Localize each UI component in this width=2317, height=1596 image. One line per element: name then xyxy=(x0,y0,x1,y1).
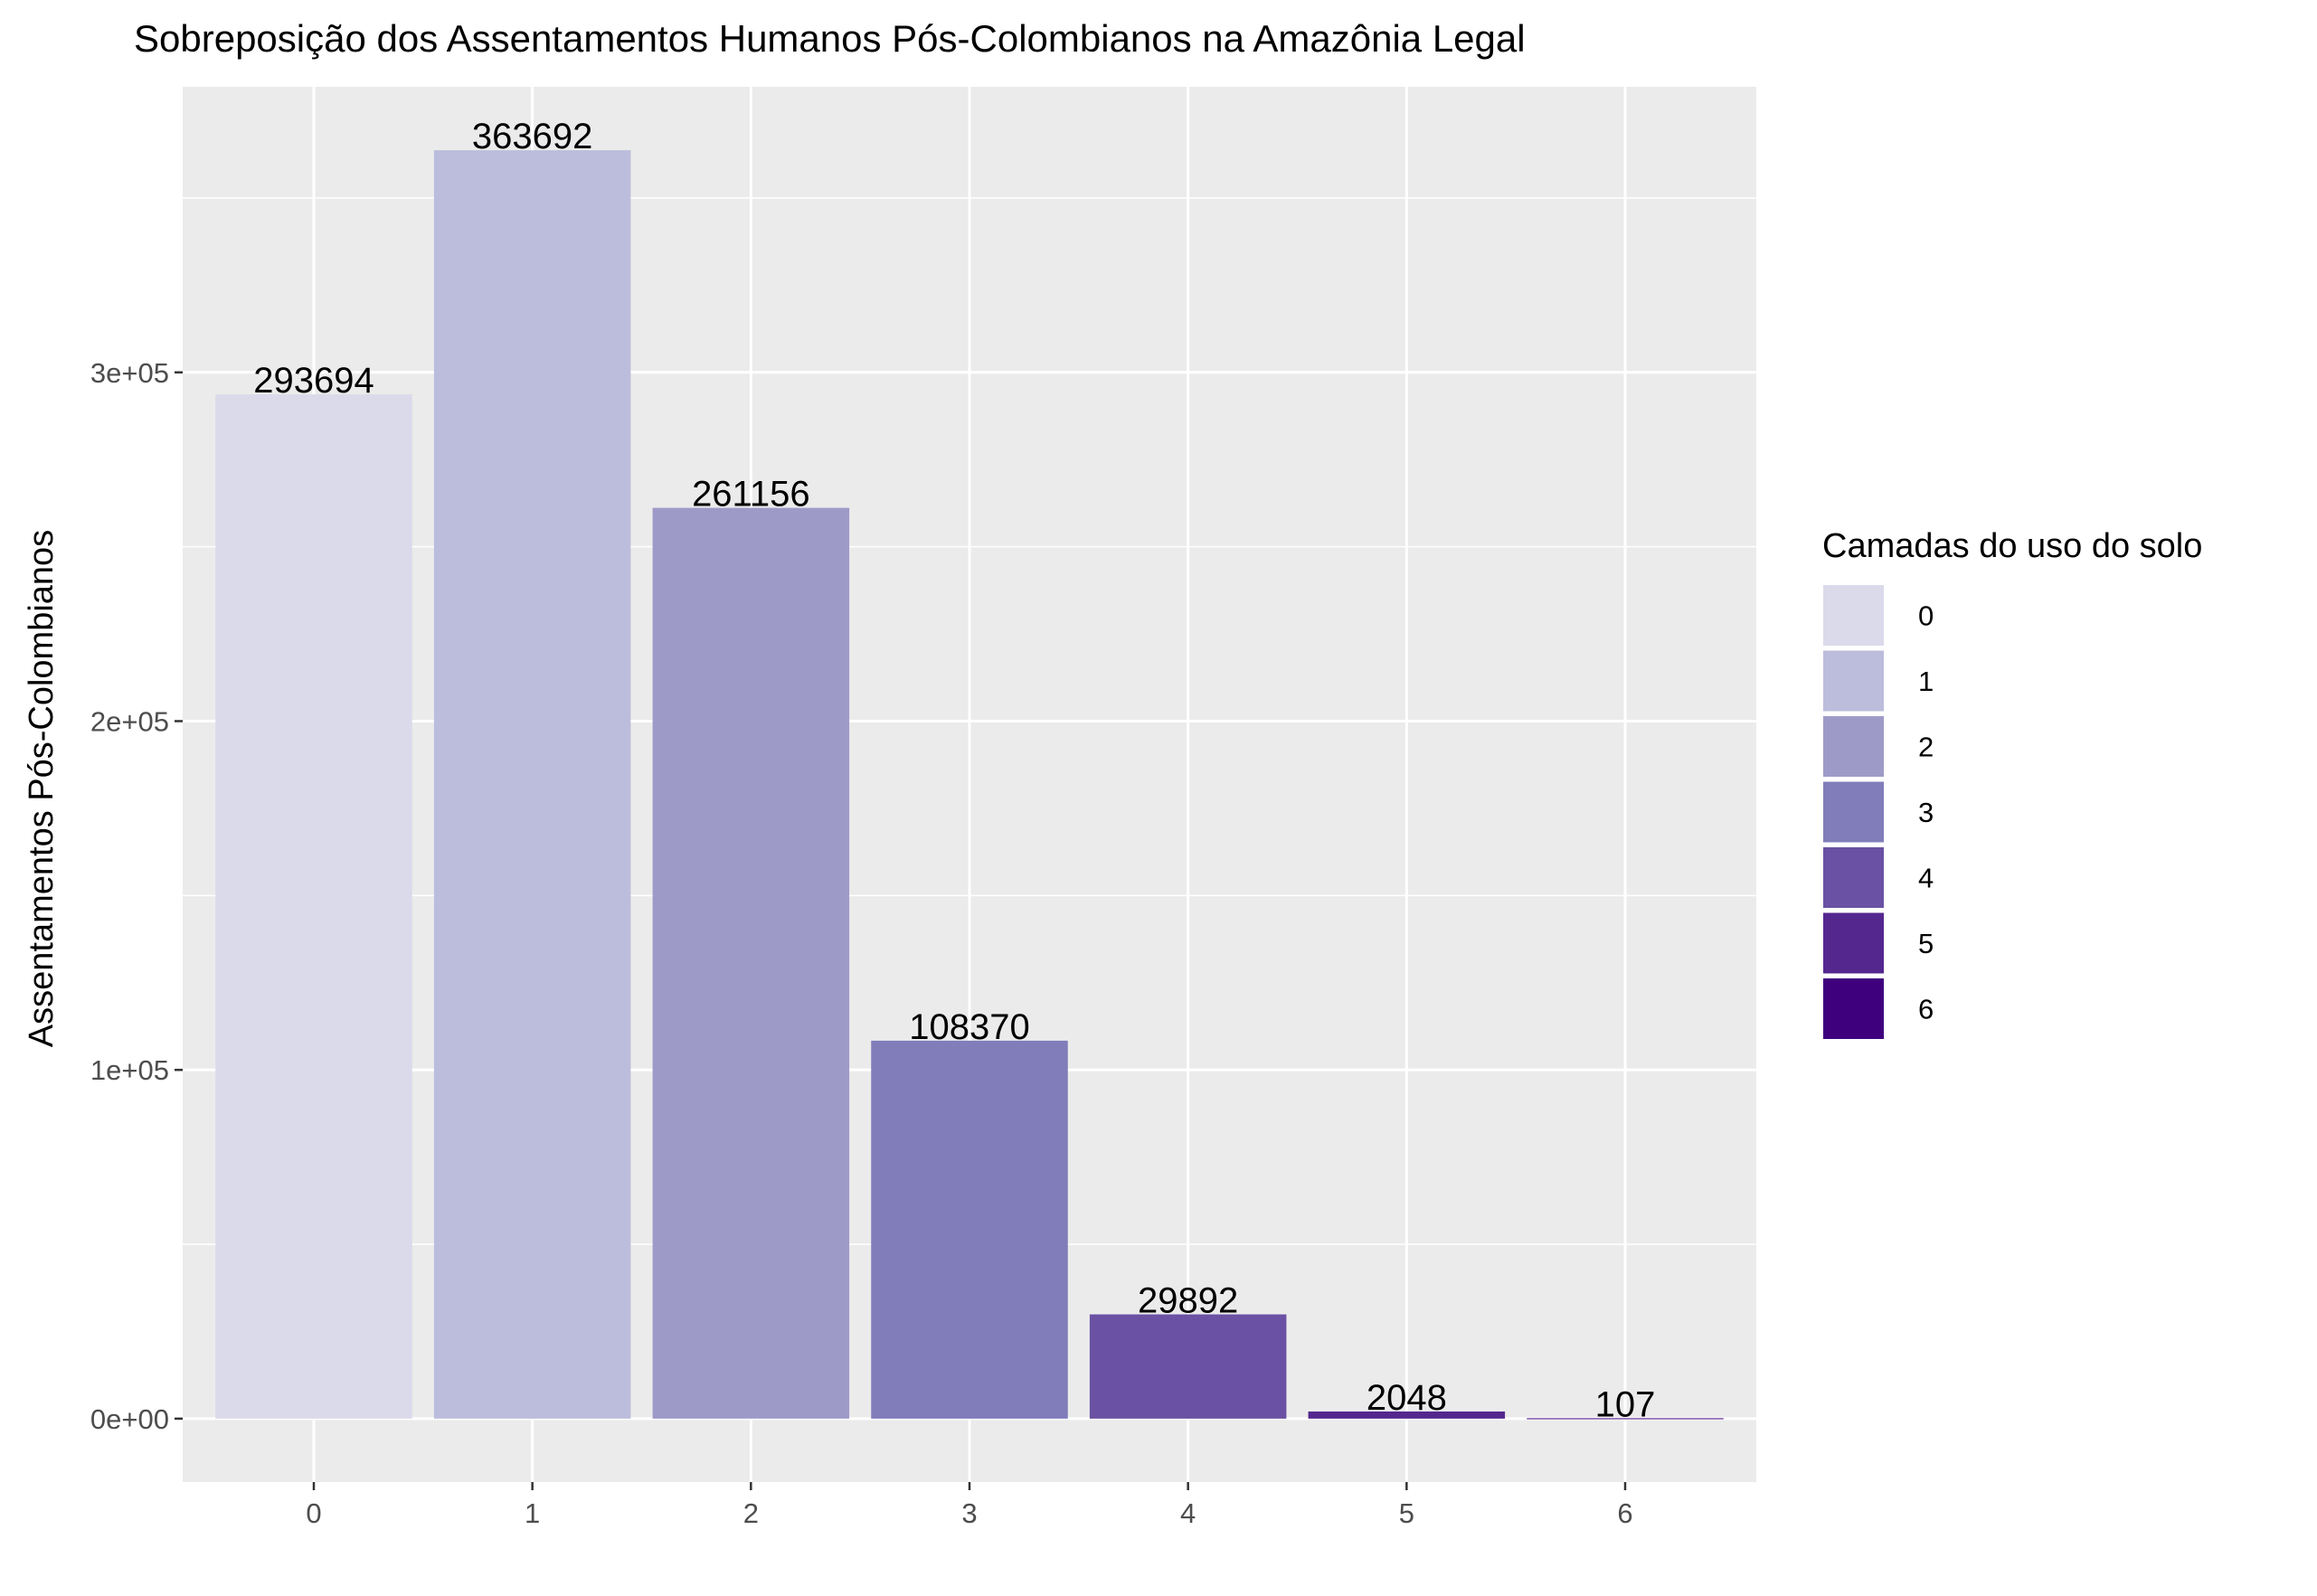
bar xyxy=(652,507,850,1419)
y-tick-label: 3e+05 xyxy=(90,357,169,389)
legend-key xyxy=(1821,583,1886,647)
legend-key xyxy=(1821,845,1886,910)
x-tick-label: 6 xyxy=(1617,1497,1632,1529)
y-axis: 0e+00 1e+05 2e+05 3e+05 xyxy=(90,357,183,1435)
data-label: 29892 xyxy=(1138,1281,1238,1321)
x-axis: 0 1 2 3 4 5 6 xyxy=(306,1482,1633,1529)
x-tick-label: 3 xyxy=(961,1497,977,1529)
legend-items: 0 1 2 3 4 5 6 xyxy=(1821,583,1934,1041)
x-tick-label: 0 xyxy=(306,1497,321,1529)
bar xyxy=(215,394,412,1419)
data-label: 108370 xyxy=(909,1007,1029,1047)
bar xyxy=(1527,1418,1724,1420)
legend-key xyxy=(1821,977,1886,1041)
legend-title: Camadas do uso do solo xyxy=(1822,527,2202,565)
bar xyxy=(1308,1411,1506,1419)
y-tick-label: 2e+05 xyxy=(90,705,169,737)
legend-key xyxy=(1821,911,1886,976)
legend-key xyxy=(1821,648,1886,713)
data-label: 363692 xyxy=(472,117,592,156)
y-tick-label: 1e+05 xyxy=(90,1054,169,1086)
x-tick-label: 4 xyxy=(1180,1497,1196,1529)
x-tick-label: 1 xyxy=(525,1497,540,1529)
chart-title: Sobreposição dos Assentamentos Humanos P… xyxy=(134,17,1526,60)
data-labels-group: 293694 363692 261156 108370 29892 2048 107 xyxy=(253,117,1655,1424)
data-label: 2048 xyxy=(1367,1378,1447,1418)
bar xyxy=(1089,1314,1287,1419)
legend-label: 3 xyxy=(1918,797,1934,828)
data-label: 107 xyxy=(1595,1384,1656,1424)
x-tick-label: 2 xyxy=(743,1497,759,1529)
legend-label: 5 xyxy=(1918,928,1934,959)
data-label: 261156 xyxy=(692,475,810,515)
legend: Camadas do uso do solo 0 1 2 3 4 5 6 xyxy=(1821,527,2202,1041)
y-axis-title: Assentamentos Pós-Colombianos xyxy=(23,530,61,1047)
bar xyxy=(433,150,631,1419)
legend-key xyxy=(1821,714,1886,779)
legend-label: 4 xyxy=(1918,863,1934,894)
legend-label: 1 xyxy=(1918,666,1934,697)
bars-group xyxy=(215,150,1724,1420)
y-tick-label: 0e+00 xyxy=(90,1403,169,1435)
legend-key xyxy=(1821,779,1886,845)
bar xyxy=(871,1040,1068,1419)
data-label: 293694 xyxy=(253,361,374,401)
legend-label: 6 xyxy=(1918,994,1934,1025)
legend-label: 0 xyxy=(1918,600,1934,632)
legend-label: 2 xyxy=(1918,732,1934,763)
x-tick-label: 5 xyxy=(1399,1497,1414,1529)
